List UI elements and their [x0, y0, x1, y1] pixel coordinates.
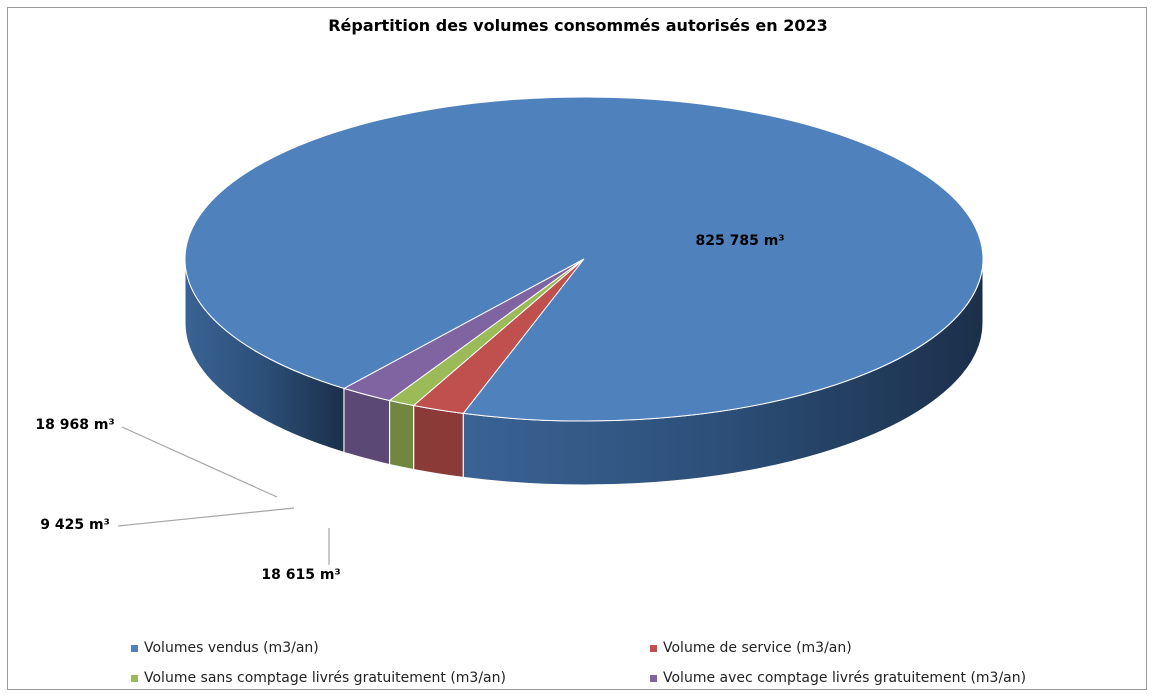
pie-labels: 18 615 m³ 9 425 m³ 18 968 m³ 825 785 m³ — [35, 233, 784, 583]
leader-line — [121, 426, 278, 498]
leader-line — [117, 507, 295, 527]
data-label-volume-sans-comptage-livres-gratuitement-m3-an: 9 425 m³ — [40, 517, 109, 533]
data-label-volume-de-service-m3-an: 18 615 m³ — [261, 567, 340, 583]
slice-side-volume-de-service-m3-an — [413, 404, 464, 478]
chart-title: Répartition des volumes consommés autori… — [328, 16, 828, 35]
pie-tops — [184, 96, 984, 422]
pie-leaders — [117, 426, 330, 565]
data-label-volume-avec-comptage-livres-gratuitement-m3-an: 18 968 m³ — [35, 417, 114, 433]
slice-side-volume-avec-comptage-livres-gratuitement-m3-an — [343, 387, 391, 466]
slice-volumes-vendus-m3-an — [184, 96, 984, 422]
slice-side-volume-sans-comptage-livres-gratuitement-m3-an — [389, 399, 415, 471]
data-label-volumes-vendus-m3-an: 825 785 m³ — [696, 233, 785, 249]
